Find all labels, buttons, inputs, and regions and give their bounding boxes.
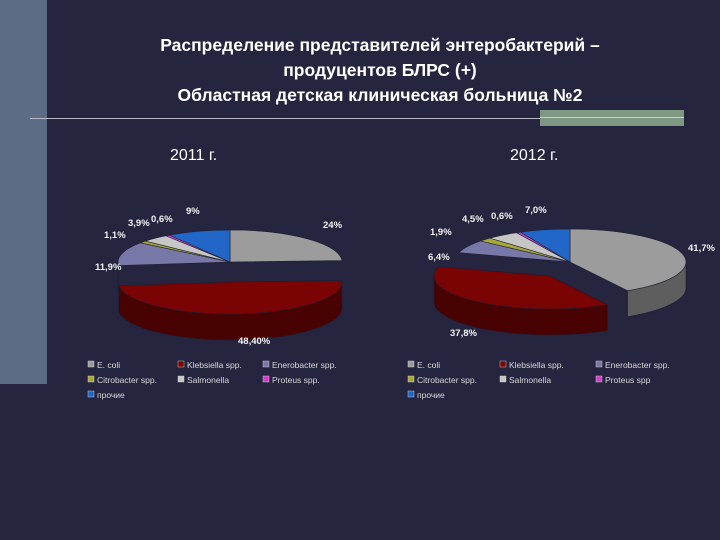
data-label: 41,7%	[688, 243, 715, 254]
title-line-3: Областная детская клиническая больница №…	[177, 85, 583, 105]
data-label: 7,0%	[525, 205, 547, 216]
slice-ecoli	[229, 229, 343, 263]
legend-item: Enerobacter spp.	[272, 360, 337, 370]
legend-item: Proteus spp.	[272, 375, 320, 385]
slice-прочие	[519, 228, 571, 263]
chart-2012-title: 2012 г.	[510, 147, 559, 164]
title-line-2: продуцентов БЛРС (+)	[283, 60, 477, 80]
legend-swatch	[262, 360, 270, 368]
data-label: 3,9%	[128, 218, 150, 229]
pie-chart-0: 24% 48,40% 11,9% 1,1%3,9% 0,6% 9% E. coli Klebs…	[87, 206, 343, 400]
chart-2011-title: 2011 г.	[170, 147, 218, 164]
legend-item: Citrobacter spp.	[97, 375, 157, 385]
data-label: 9%	[186, 206, 200, 217]
slice-klebsiellaspp	[118, 280, 343, 315]
data-label: 0,6%	[151, 214, 173, 225]
legend-swatch	[87, 390, 95, 398]
title-divider	[30, 118, 550, 119]
data-label: 1,9%	[430, 227, 452, 238]
data-label: 0,6%	[491, 211, 513, 222]
legend-swatch	[407, 375, 415, 383]
legend-swatch	[177, 360, 185, 368]
legend-item: прочие	[97, 390, 125, 400]
data-label: 11,9%	[95, 262, 122, 273]
slice-прочие	[168, 229, 231, 263]
legend-swatch	[262, 375, 270, 383]
legend-swatch	[499, 375, 507, 383]
accent-line	[540, 117, 684, 118]
legend-item: Enerobacter spp.	[605, 360, 670, 370]
data-label: 4,5%	[462, 214, 484, 225]
legend-item: E. coli	[97, 360, 120, 370]
data-label: 1,1%	[104, 230, 126, 241]
legend-swatch	[499, 360, 507, 368]
data-label: 48,40%	[238, 336, 271, 347]
data-label: 24%	[323, 220, 343, 231]
legend-swatch	[87, 360, 95, 368]
legend-item: Salmonella	[187, 375, 229, 385]
legend-item: Klebsiella spp.	[187, 360, 242, 370]
slice-klebsiellaspp	[433, 266, 609, 310]
legend-swatch	[595, 360, 603, 368]
legend-item: E. coli	[417, 360, 440, 370]
legend-item: Klebsiella spp.	[509, 360, 564, 370]
legend-swatch	[87, 375, 95, 383]
accent-block	[540, 110, 684, 126]
left-accent-bar	[0, 0, 47, 384]
title-line-1: Распределение представителей энтеробакте…	[160, 35, 600, 55]
legend-swatch	[595, 375, 603, 383]
legend-item: Citrobacter spp.	[417, 375, 477, 385]
data-label: 37,8%	[450, 328, 477, 339]
legend-item: прочие	[417, 390, 445, 400]
legend-swatch	[407, 390, 415, 398]
slide-title: Распределение представителей энтеробакте…	[60, 33, 700, 108]
slice-enerobacterspp	[117, 242, 231, 266]
pie-chart-1: 41,7% 37,8% 6,4% 1,9% 4,5% 0,6% 7,0% E. coli Kle…	[407, 205, 715, 400]
data-label: 6,4%	[428, 252, 450, 263]
legend-item: Salmonella	[509, 375, 551, 385]
slice-ecoli	[569, 228, 687, 291]
legend-swatch	[407, 360, 415, 368]
legend-swatch	[177, 375, 185, 383]
legend-item: Proteus spp	[605, 375, 651, 385]
